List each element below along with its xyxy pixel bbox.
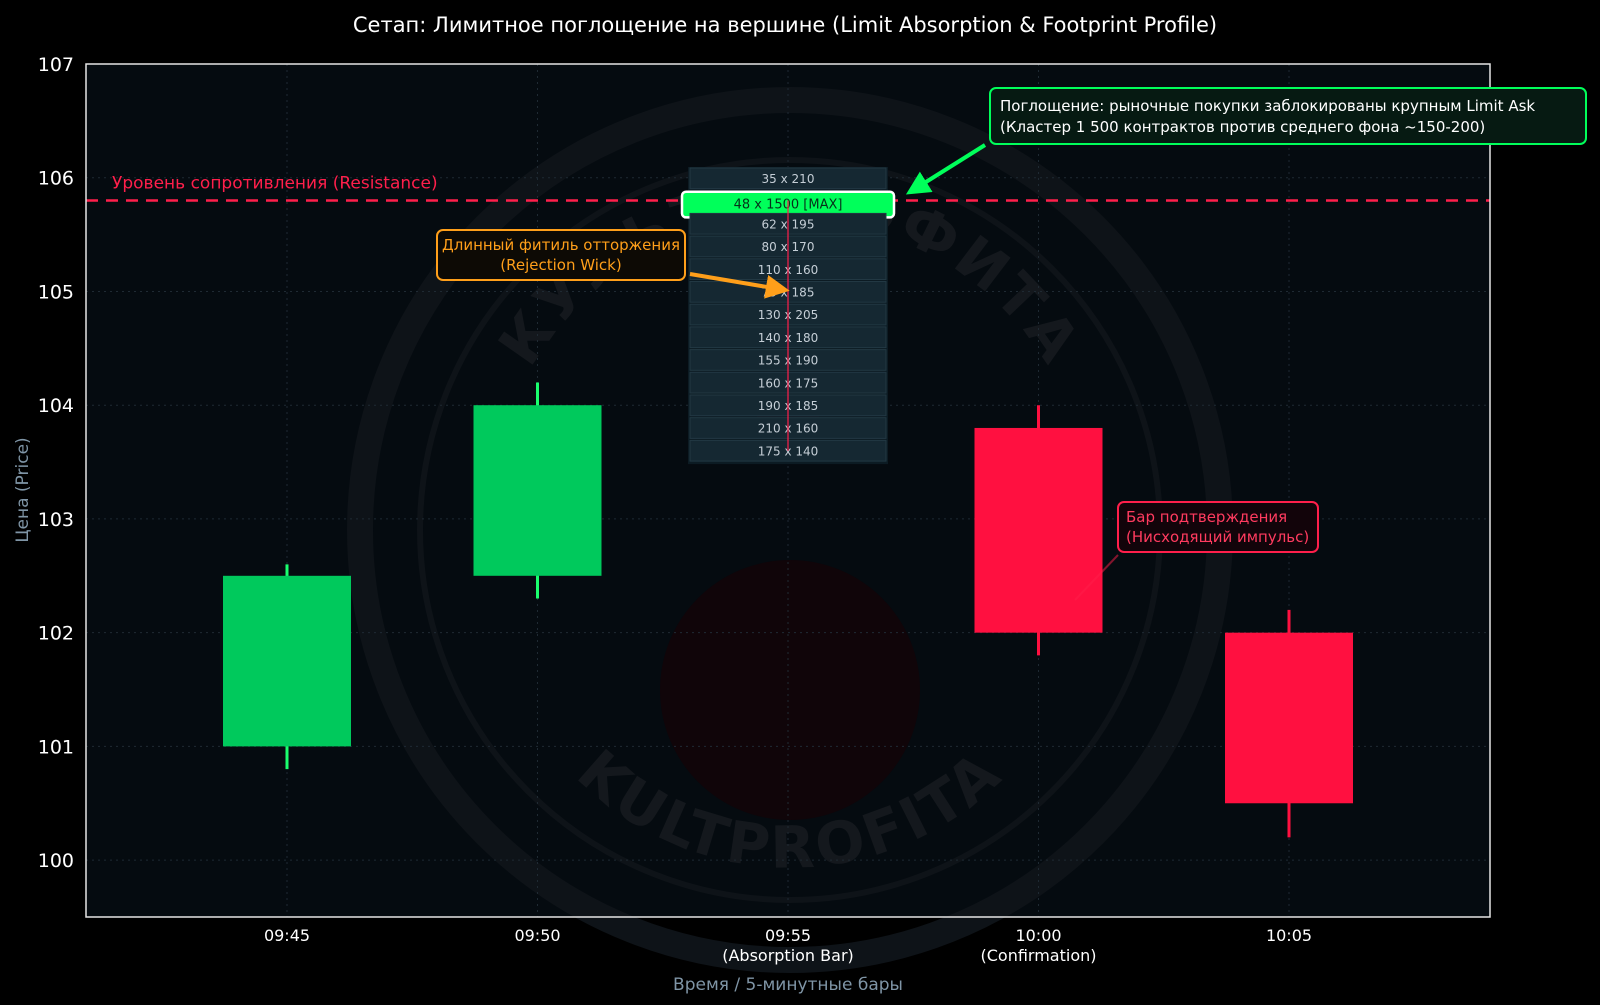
- y-tick-label: 104: [38, 395, 74, 417]
- footprint-row: [689, 167, 887, 190]
- annotation-confirmation-line-2: (Нисходящий импульс): [1126, 528, 1309, 546]
- annotation-absorption-line-2: (Кластер 1 500 контрактов против среднег…: [1000, 118, 1485, 136]
- y-tick-label: 103: [38, 509, 74, 531]
- x-tick-label: 09:45: [264, 926, 310, 945]
- candle: [974, 405, 1103, 656]
- candle-body: [473, 405, 602, 576]
- y-tick-label: 100: [38, 850, 74, 872]
- x-tick-sublabel: (Absorption Bar): [722, 946, 854, 965]
- annotation-confirmation-box: [1117, 501, 1319, 553]
- candle: [473, 382, 602, 599]
- x-axis-ticks: 09:45 09:50 09:55(Absorption Bar) 10:00(Con…: [264, 926, 1312, 965]
- annotation-wick-box: [436, 229, 686, 281]
- y-tick-label: 106: [38, 168, 74, 190]
- x-tick-label: 10:05: [1266, 926, 1312, 945]
- resistance-label: Уровень сопротивления (Resistance): [112, 173, 438, 193]
- chart-title: Сетап: Лимитное поглощение на вершине (L…: [353, 13, 1217, 37]
- candle: [223, 564, 351, 770]
- y-axis-label: Цена (Price): [13, 437, 33, 542]
- annotation-confirmation: Бар подтверждения (Нисходящий импульс): [1074, 501, 1319, 601]
- footprint-row-label: 35 x 210: [762, 172, 815, 186]
- annotation-confirmation-line-1: Бар подтверждения: [1126, 508, 1287, 526]
- y-tick-label: 102: [38, 623, 74, 645]
- x-tick-sublabel: (Confirmation): [981, 946, 1097, 965]
- candle-body: [223, 575, 351, 747]
- x-tick-label: 09:50: [514, 926, 560, 945]
- y-tick-label: 107: [38, 54, 74, 76]
- x-tick-label: 10:00: [1015, 926, 1061, 945]
- annotation-wick-line-1: Длинный фитиль отторжения: [442, 236, 680, 254]
- annotation-rejection-wick: Длинный фитиль отторжения (Rejection Wic…: [436, 229, 790, 299]
- annotation-absorption-box: [989, 87, 1587, 145]
- candle-body: [1225, 632, 1353, 804]
- y-axis-ticks: 100 101 102 103 104 105 106 107: [38, 54, 74, 872]
- y-tick-label: 105: [38, 281, 74, 303]
- footprint-row-label: 175 x 140: [758, 444, 819, 458]
- annotation-absorption: Поглощение: рыночные покупки заблокирова…: [905, 87, 1587, 195]
- annotation-absorption-arrow: [905, 143, 987, 195]
- annotation-absorption-line-1: Поглощение: рыночные покупки заблокирова…: [1000, 97, 1535, 115]
- x-axis-label: Время / 5-минутные бары: [673, 975, 903, 995]
- watermark-center-disc: [660, 560, 920, 820]
- annotation-wick-line-2: (Rejection Wick): [500, 256, 621, 274]
- candle: [1225, 609, 1353, 838]
- annotation-confirmation-pointer: [1074, 554, 1119, 601]
- x-tick-label: 09:55: [765, 926, 811, 945]
- annotation-wick-arrow: [689, 272, 790, 299]
- plot-frame: [85, 63, 1491, 918]
- candle-body: [974, 427, 1103, 633]
- y-tick-label: 101: [38, 736, 74, 758]
- plot-area: КУЛЬТ ПРОФИТА KULTPROFITA Уровень сопрот…: [85, 63, 1491, 973]
